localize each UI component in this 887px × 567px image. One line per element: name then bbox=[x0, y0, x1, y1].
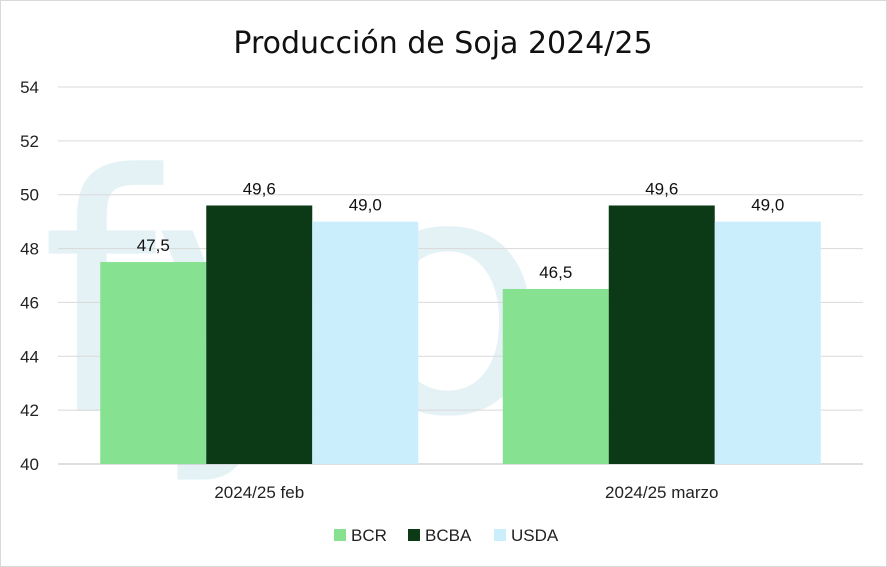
y-tick-label: 42 bbox=[20, 401, 39, 420]
legend-label: USDA bbox=[511, 526, 559, 545]
legend-swatch bbox=[408, 529, 420, 541]
data-label: 49,0 bbox=[751, 196, 784, 215]
y-tick-label: 40 bbox=[20, 455, 39, 474]
legend-item-bcba: BCBA bbox=[408, 526, 472, 545]
data-label: 49,6 bbox=[243, 179, 276, 198]
x-axis: 2024/25 feb 2024/25 marzo bbox=[214, 483, 718, 502]
bar-bcr bbox=[502, 288, 609, 464]
data-labels: 47,5 49,6 49,0 46,5 49,6 49,0 bbox=[137, 179, 785, 281]
legend: BCR BCBA USDA bbox=[334, 526, 559, 545]
bar-usda bbox=[312, 221, 419, 464]
legend-item-usda: USDA bbox=[494, 526, 559, 545]
legend-label: BCR bbox=[351, 526, 387, 545]
data-label: 49,0 bbox=[349, 196, 382, 215]
y-tick-label: 50 bbox=[20, 186, 39, 205]
y-tick-label: 46 bbox=[20, 293, 39, 312]
bar-bcba bbox=[608, 205, 715, 464]
bar-usda bbox=[714, 221, 821, 464]
x-category-label: 2024/25 marzo bbox=[605, 483, 718, 502]
chart-title: Producción de Soja 2024/25 bbox=[233, 26, 652, 61]
legend-swatch bbox=[334, 529, 346, 541]
data-label: 46,5 bbox=[539, 263, 572, 282]
data-label: 49,6 bbox=[645, 179, 678, 198]
y-tick-label: 54 bbox=[20, 78, 39, 97]
y-axis: 40 42 44 46 48 50 52 54 bbox=[20, 78, 39, 474]
bar-bcba bbox=[206, 205, 313, 464]
legend-item-bcr: BCR bbox=[334, 526, 387, 545]
bar-bcr bbox=[100, 262, 207, 464]
data-label: 47,5 bbox=[137, 236, 170, 255]
y-tick-label: 44 bbox=[20, 347, 39, 366]
x-category-label: 2024/25 feb bbox=[214, 483, 304, 502]
y-tick-label: 48 bbox=[20, 240, 39, 259]
bars-group bbox=[100, 205, 821, 464]
legend-label: BCBA bbox=[425, 526, 472, 545]
legend-swatch bbox=[494, 529, 506, 541]
y-tick-label: 52 bbox=[20, 132, 39, 151]
